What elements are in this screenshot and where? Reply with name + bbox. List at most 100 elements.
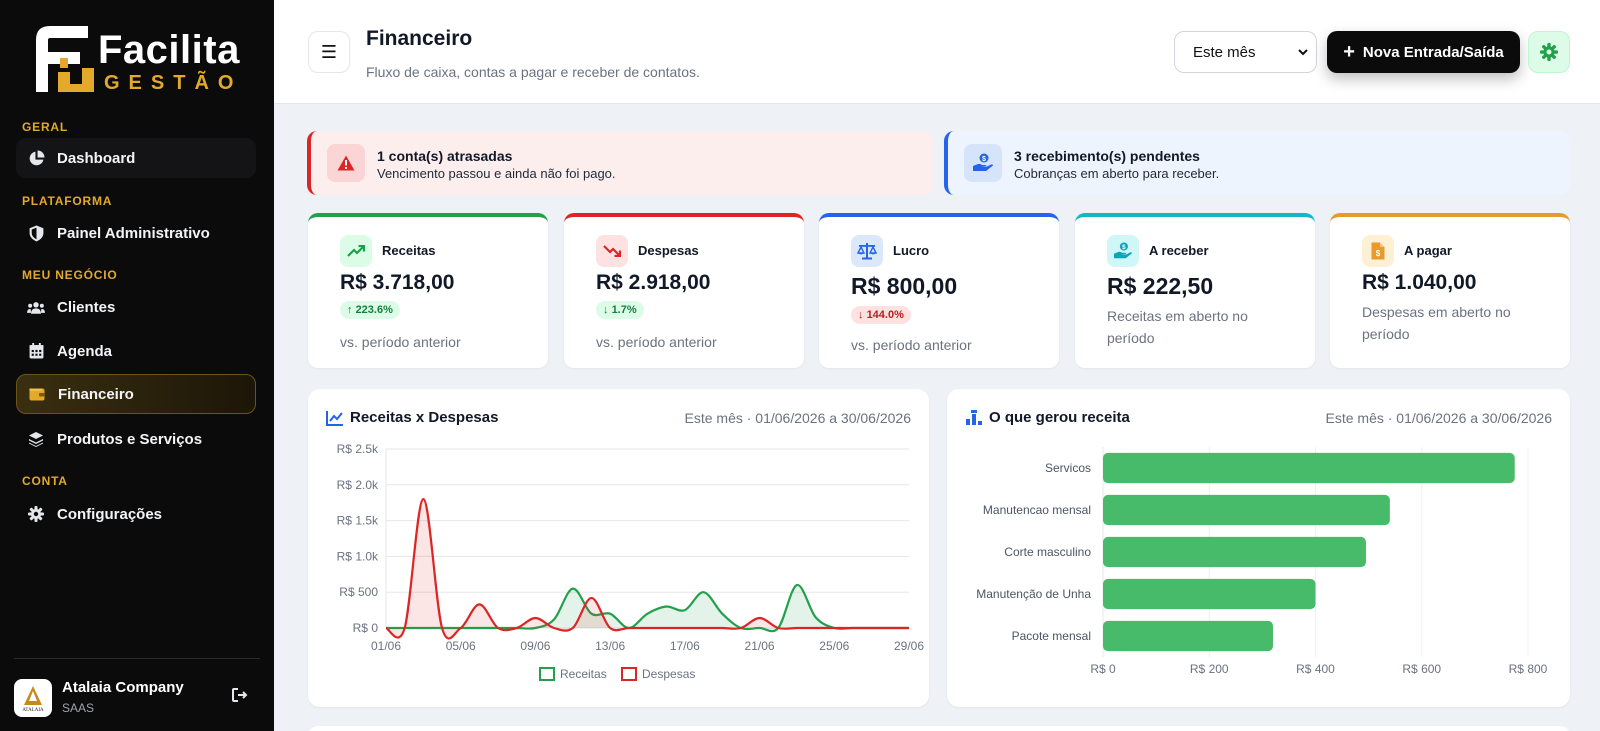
brand-name: Facilita bbox=[98, 28, 240, 72]
category-label: Pacote mensal bbox=[1012, 629, 1091, 643]
sidebar: Facilita GESTÃO GERAL Dashboard PLATAFOR… bbox=[0, 0, 274, 731]
kpi-value: R$ 800,00 bbox=[851, 273, 958, 299]
x-tick-label: R$ 400 bbox=[1296, 662, 1335, 676]
company-avatar[interactable]: ATALAIA bbox=[14, 679, 52, 717]
line-chart: R$ 0 R$ 500 R$ 1.0k R$ 1.5k R$ 2.0k R$ 2.5k 01… bbox=[337, 442, 924, 681]
atalaia-logo-icon: ATALAIA bbox=[22, 686, 44, 713]
kpi-value: R$ 1.040,00 bbox=[1362, 271, 1477, 294]
settings-button[interactable] bbox=[1528, 31, 1570, 73]
arrow-down-icon: ↓ bbox=[858, 309, 867, 321]
x-tick-label: R$ 600 bbox=[1402, 662, 1441, 676]
x-tick-label: 21/06 bbox=[745, 639, 775, 653]
new-entry-button[interactable]: + Nova Entrada/Saída bbox=[1327, 31, 1520, 73]
legend-label: Receitas bbox=[560, 667, 607, 681]
bar bbox=[1103, 452, 1515, 484]
kpi-note: Receitas em aberto no período bbox=[1107, 308, 1248, 346]
svg-text:$: $ bbox=[982, 156, 986, 163]
menu-toggle-button[interactable]: ☰ bbox=[308, 31, 350, 73]
sidebar-item-label: Configurações bbox=[57, 505, 163, 523]
trending-up-icon bbox=[340, 235, 372, 267]
x-tick-label: 05/06 bbox=[446, 639, 476, 653]
x-tick-label: R$ 200 bbox=[1190, 662, 1229, 676]
bar bbox=[1103, 536, 1366, 568]
kpi-label: Lucro bbox=[893, 243, 930, 258]
kpi-note: Despesas em aberto no período bbox=[1362, 304, 1511, 342]
sidebar-item-agenda[interactable]: Agenda bbox=[16, 331, 256, 371]
x-tick-label: 25/06 bbox=[819, 639, 849, 653]
scale-icon bbox=[851, 235, 883, 267]
kpi-value: R$ 222,50 bbox=[1107, 273, 1214, 299]
svg-text:$: $ bbox=[1376, 249, 1381, 258]
kpi-card-receitas: Receitas R$ 3.718,00 ↑ 223.6% vs. períod… bbox=[308, 213, 548, 368]
logout-icon[interactable] bbox=[232, 687, 252, 707]
x-tick-label: R$ 0 bbox=[1090, 662, 1116, 676]
bar bbox=[1103, 620, 1273, 652]
sidebar-item-produtos[interactable]: Produtos e Serviços bbox=[16, 419, 256, 459]
x-tick-label: 09/06 bbox=[520, 639, 550, 653]
company-name: Atalaia Company bbox=[62, 679, 184, 696]
brand-subtitle: GESTÃO bbox=[104, 72, 243, 94]
kpi-value: R$ 2.918,00 bbox=[596, 271, 711, 294]
hamburger-icon: ☰ bbox=[320, 41, 338, 62]
trending-down-icon bbox=[596, 235, 628, 267]
kpi-change-value: 223.6% bbox=[355, 304, 393, 316]
hand-money-icon: $ bbox=[1107, 235, 1139, 267]
y-tick-label: R$ 1.0k bbox=[337, 549, 379, 563]
avatar-text: ATALAIA bbox=[22, 708, 44, 713]
y-tick-label: R$ 2.5k bbox=[337, 442, 379, 456]
series-area-despesas bbox=[386, 499, 909, 639]
layers-icon bbox=[27, 430, 45, 448]
kpi-label: A pagar bbox=[1404, 243, 1452, 258]
invoice-icon: $ bbox=[1362, 235, 1394, 267]
sidebar-item-financeiro[interactable]: Financeiro bbox=[16, 374, 256, 414]
y-tick-label: R$ 2.0k bbox=[337, 478, 379, 492]
sidebar-item-configuracoes[interactable]: Configurações bbox=[16, 494, 256, 534]
pie-chart-icon bbox=[27, 149, 45, 167]
facilita-logo-icon bbox=[36, 26, 94, 92]
y-tick-label: R$ 0 bbox=[353, 621, 379, 635]
pending-alert[interactable]: $ 3 recebimento(s) pendentes Cobranças e… bbox=[944, 131, 1570, 195]
sidebar-item-label: Produtos e Serviços bbox=[57, 430, 203, 448]
arrow-down-icon: ↓ bbox=[603, 304, 612, 316]
calendar-icon bbox=[27, 342, 45, 360]
users-icon bbox=[27, 298, 45, 316]
chart-title: O que gerou receita bbox=[989, 409, 1130, 426]
page-subtitle: Fluxo de caixa, contas a pagar e receber… bbox=[366, 64, 700, 80]
y-tick-label: R$ 1.5k bbox=[337, 514, 379, 528]
new-entry-label: Nova Entrada/Saída bbox=[1362, 43, 1504, 61]
plus-icon: + bbox=[1343, 40, 1355, 63]
kpi-value: R$ 3.718,00 bbox=[340, 271, 455, 294]
y-tick-label: R$ 500 bbox=[339, 585, 378, 599]
series-line-despesas bbox=[385, 498, 909, 640]
sidebar-item-clientes[interactable]: Clientes bbox=[16, 287, 256, 327]
category-label: Corte masculino bbox=[1004, 545, 1091, 559]
sidebar-item-label: Clientes bbox=[57, 298, 116, 316]
legend-label: Despesas bbox=[642, 667, 695, 681]
pending-alert-title: 3 recebimento(s) pendentes bbox=[1014, 148, 1200, 164]
page-title: Financeiro bbox=[366, 27, 473, 50]
sidebar-item-admin[interactable]: Painel Administrativo bbox=[16, 213, 256, 253]
next-section-card bbox=[308, 726, 1570, 731]
page-header: ☰ Financeiro Fluxo de caixa, contas a pa… bbox=[274, 0, 1600, 104]
overdue-alert-title: 1 conta(s) atrasadas bbox=[377, 148, 513, 164]
kpi-note: vs. período anterior bbox=[596, 334, 717, 350]
sidebar-item-dashboard[interactable]: Dashboard bbox=[16, 138, 256, 178]
series-area-receitas bbox=[386, 584, 909, 632]
kpi-change-value: 1.7% bbox=[611, 304, 637, 316]
section-geral: GERAL bbox=[22, 120, 68, 134]
chart-card-receitas-despesas: R$ 0 R$ 500 R$ 1.0k R$ 1.5k R$ 2.0k R$ 2.5k 01… bbox=[308, 389, 929, 707]
kpi-change-badge: ↑ 223.6% bbox=[340, 301, 400, 319]
overdue-alert[interactable]: 1 conta(s) atrasadas Vencimento passou e… bbox=[307, 131, 933, 195]
sidebar-item-label: Dashboard bbox=[57, 149, 136, 167]
kpi-card-despesas: Despesas R$ 2.918,00 ↓ 1.7% vs. período … bbox=[564, 213, 804, 368]
period-select-value: Este mês bbox=[1193, 43, 1256, 61]
account-footer: ATALAIA Atalaia Company SAAS bbox=[14, 658, 260, 731]
category-label: Servicos bbox=[1045, 461, 1091, 475]
period-select[interactable]: Este mês bbox=[1174, 31, 1317, 73]
brand-logo[interactable]: Facilita GESTÃO bbox=[30, 20, 245, 96]
wallet-icon bbox=[28, 385, 46, 403]
bar bbox=[1103, 578, 1316, 610]
chart-title: Receitas x Despesas bbox=[350, 409, 499, 426]
x-tick-label: 29/06 bbox=[894, 639, 924, 653]
category-label: Manutenção de Unha bbox=[976, 587, 1091, 601]
